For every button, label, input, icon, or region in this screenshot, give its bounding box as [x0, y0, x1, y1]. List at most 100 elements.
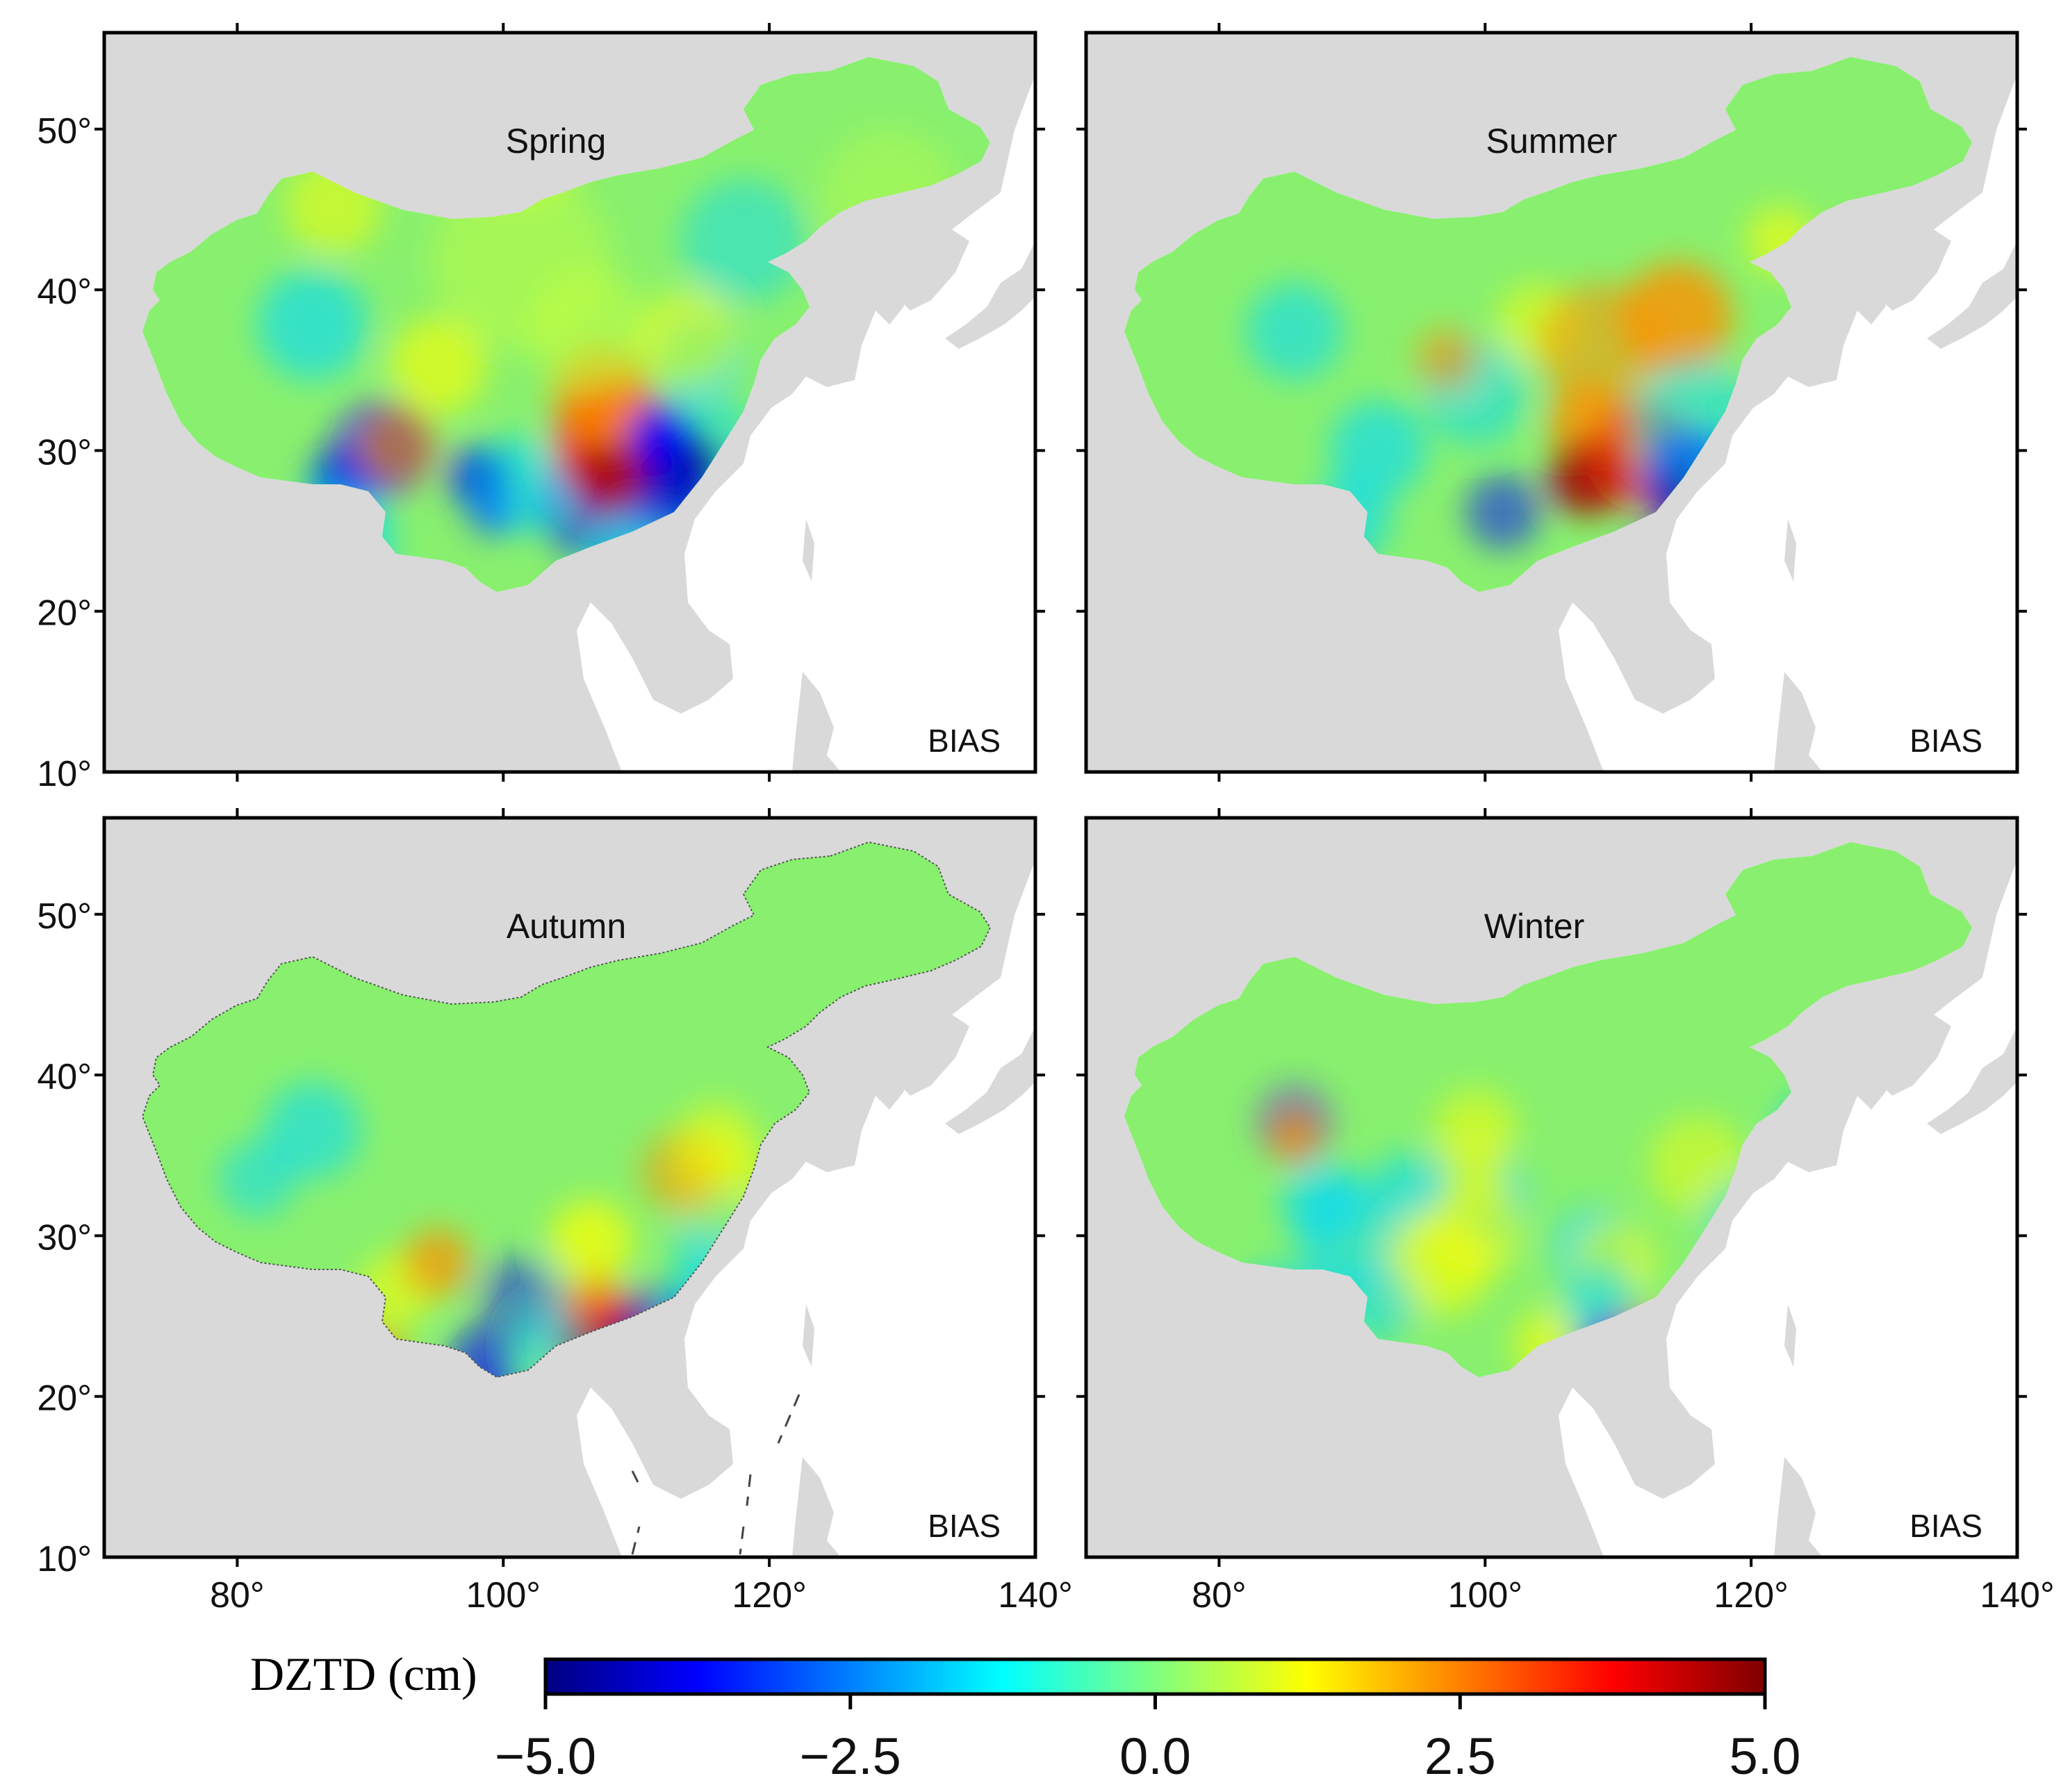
panel-tag: BIAS [928, 723, 1001, 759]
longitude-axis: 80° 100° 120° 140° 80° 100° 120° 140° [210, 1575, 2055, 1616]
land-mass [625, 630, 660, 665]
panel-title: Winter [1484, 907, 1584, 946]
colorbar-bar [543, 1657, 1767, 1696]
panel-tag: BIAS [928, 1508, 1001, 1544]
latitude-tick-label: 30° [37, 432, 92, 472]
land-mass [1871, 1012, 1951, 1096]
bias-anomaly [403, 1228, 473, 1297]
bias-anomaly [473, 436, 570, 533]
panel-title: Spring [506, 122, 607, 161]
latitude-tick-label: 10° [37, 1539, 92, 1579]
land-mass [1680, 1415, 1698, 1471]
bias-anomaly [354, 404, 438, 488]
longitude-tick-label: 80° [210, 1575, 265, 1616]
land-mass [698, 630, 716, 686]
panel-frame [1084, 816, 2019, 1559]
bias-anomaly [528, 269, 653, 394]
land-mass [889, 1012, 969, 1096]
bias-anomaly [577, 443, 646, 512]
land-mass [803, 519, 814, 582]
nine-dash-line [631, 1526, 641, 1555]
latitude-tick-label: 40° [37, 1057, 92, 1097]
panel-frame [1084, 31, 2019, 774]
colorbar-tick-label: 5.0 [1730, 1727, 1801, 1785]
bias-anomaly [448, 1325, 518, 1377]
bias-anomaly [549, 1200, 632, 1283]
bias-anomaly [1434, 1089, 1517, 1172]
land-mass [698, 1415, 716, 1471]
bias-anomaly [1274, 1124, 1315, 1165]
colorbar: DZTD (cm) −5.0 −2.5 0.0 2.5 5.0 [250, 1647, 1800, 1785]
panel-title: Summer [1486, 122, 1618, 161]
land-mass [1607, 630, 1642, 665]
longitude-tick-label: 140° [1980, 1575, 2055, 1616]
bias-anomaly [1246, 283, 1343, 380]
bias-anomaly [257, 269, 368, 380]
panel-winter: Winter BIAS [1076, 808, 2027, 1567]
longitude-tick-label: 80° [1192, 1575, 1247, 1616]
bias-anomaly [1329, 401, 1427, 498]
land-mass [104, 33, 1035, 338]
colorbar-tick-label: −5.0 [495, 1727, 596, 1785]
land-mass [1784, 519, 1796, 582]
china-border [141, 841, 992, 1379]
land-mass [1927, 241, 2017, 349]
latitude-tick-label: 40° [37, 272, 92, 312]
bias-anomaly [1465, 474, 1541, 550]
latitude-tick-label: 50° [37, 111, 92, 151]
latitude-tick-label: 30° [37, 1217, 92, 1258]
land-mass [792, 1457, 841, 1557]
land-mass [803, 1304, 814, 1367]
bias-anomaly [219, 1141, 295, 1217]
land-mass [1784, 1304, 1796, 1367]
latitude-tick-label: 20° [37, 593, 92, 634]
nine-dash-line [777, 1394, 800, 1444]
land-mass [104, 946, 1001, 1557]
land-mass [945, 241, 1035, 349]
panel-spring: Spring BIAS 50° 40° 30° 20° 10° [37, 23, 1045, 794]
land-background [1086, 818, 2017, 1557]
land-mass [889, 227, 969, 311]
colorbar-label: DZTD (cm) [250, 1647, 477, 1700]
bias-anomaly [1388, 1210, 1493, 1315]
land-mass [1871, 227, 1951, 311]
land-mass [1086, 818, 2017, 1124]
land-mass [1774, 672, 1823, 772]
land-mass [945, 1026, 1035, 1134]
bias-anomaly [639, 290, 737, 387]
colorbar-tick-label: 2.5 [1424, 1727, 1496, 1785]
longitude-tick-label: 100° [1448, 1575, 1523, 1616]
bias-anomaly [1621, 262, 1732, 373]
land-mass [1680, 630, 1698, 686]
latitude-tick-label: 50° [37, 896, 92, 937]
latitude-tick-label: 20° [37, 1379, 92, 1419]
bias-anomaly [1416, 328, 1479, 391]
land-mass [1086, 946, 1982, 1557]
longitude-tick-label: 120° [1714, 1575, 1789, 1616]
land-mass [1086, 161, 1982, 772]
panel-frame [102, 816, 1037, 1559]
colorbar-tick-label: −2.5 [800, 1727, 901, 1785]
land-mass [625, 1415, 660, 1450]
bias-anomaly [629, 404, 691, 467]
panel-frame [102, 31, 1037, 774]
panel-autumn: Autumn BIAS 50° 40° 30° 20° 10° [37, 808, 1045, 1579]
land-mass [1774, 1457, 1823, 1557]
map-panels: SpringBIAS50°40°30°20°10°SummerBIASAutum… [37, 23, 2027, 1579]
latitude-tick-label: 10° [37, 754, 92, 794]
panel-title: Autumn [507, 907, 626, 946]
nine-dash-line [739, 1526, 745, 1555]
land-mass [104, 161, 1001, 772]
nine-dash-line [746, 1474, 752, 1506]
panel-tag: BIAS [1909, 723, 1982, 759]
land-mass [1086, 33, 2017, 338]
longitude-tick-label: 140° [998, 1575, 1073, 1616]
land-mass [1927, 1026, 2017, 1134]
bias-anomaly [681, 179, 806, 304]
nine-dash-line [631, 1470, 641, 1486]
bias-anomaly [389, 318, 486, 415]
longitude-tick-label: 120° [732, 1575, 807, 1616]
land-mass [792, 672, 841, 772]
bias-anomaly [264, 1082, 361, 1179]
